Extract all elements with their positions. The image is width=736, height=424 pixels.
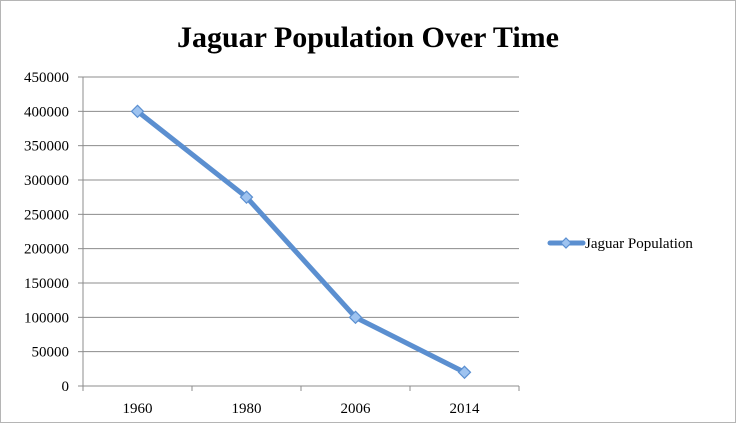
legend-marker bbox=[560, 237, 572, 249]
y-tick-label: 50000 bbox=[32, 345, 70, 361]
data-point-marker bbox=[239, 190, 254, 205]
series-line bbox=[135, 108, 467, 375]
series-layer bbox=[130, 104, 472, 380]
y-tick-label: 350000 bbox=[24, 139, 69, 155]
chart-title: Jaguar Population Over Time bbox=[177, 21, 559, 54]
y-tick-label: 200000 bbox=[24, 242, 69, 258]
x-tick-label: 2014 bbox=[450, 401, 481, 417]
y-tick-label: 100000 bbox=[24, 310, 69, 326]
gridlines bbox=[83, 76, 519, 353]
data-point-marker bbox=[130, 104, 145, 119]
data-point-marker bbox=[348, 310, 363, 325]
legend: Jaguar Population bbox=[547, 236, 693, 252]
y-tick-label: 250000 bbox=[24, 207, 69, 223]
x-tick-label: 2006 bbox=[341, 401, 372, 417]
x-tick-label: 1980 bbox=[232, 401, 262, 417]
data-point-marker bbox=[457, 365, 472, 380]
legend-label: Jaguar Population bbox=[585, 236, 693, 252]
y-tick-label: 400000 bbox=[24, 104, 69, 120]
y-tick-label: 450000 bbox=[24, 70, 69, 86]
y-axis-ticks: 0 50000 100000 150000 200000 250000 300000 3500… bbox=[24, 70, 83, 395]
y-tick-label: 0 bbox=[62, 379, 70, 395]
y-tick-label: 150000 bbox=[24, 276, 69, 292]
x-axis-ticks: 1960 1980 2006 2014 bbox=[82, 386, 520, 417]
y-tick-label: 300000 bbox=[24, 173, 69, 189]
axes bbox=[82, 77, 519, 387]
x-tick-label: 1960 bbox=[123, 401, 153, 417]
